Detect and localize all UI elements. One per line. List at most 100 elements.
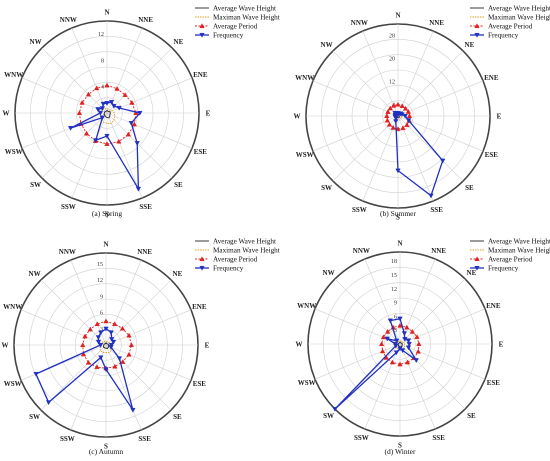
point-average-period-nne (112, 321, 118, 327)
radial-tick-label: 12 (391, 287, 397, 293)
point-average-period-wnw (82, 333, 88, 339)
direction-label-sse: SSE (432, 434, 445, 442)
series-average-period (76, 82, 139, 146)
point-frequency-e (402, 113, 408, 119)
point-frequency-s (395, 168, 401, 174)
direction-label-sse: SSE (138, 435, 151, 443)
direction-label-ene: ENE (486, 302, 501, 310)
point-average-period-sw (83, 130, 90, 136)
point-average-period-wsw (379, 348, 386, 354)
direction-label-ssw: SSW (60, 435, 75, 443)
legend-label-average-period: Average Period (213, 23, 258, 31)
spoke-ene (399, 308, 486, 345)
point-frequency-s (103, 367, 109, 373)
spoke-sse (105, 344, 142, 431)
series-frequency (67, 100, 143, 192)
direction-label-ese: ESE (194, 148, 208, 156)
direction-label-n: N (103, 241, 108, 249)
legend-label-average-period: Average Period (488, 256, 533, 264)
point-average-period-n (395, 101, 401, 107)
point-average-period-w (80, 342, 86, 348)
direction-label-ne: NE (173, 270, 183, 278)
legend-label-frequency: Frequency (213, 265, 244, 273)
point-average-period-n (397, 322, 403, 328)
spoke-sse (397, 115, 434, 202)
radial-tick-label: 28 (389, 34, 395, 40)
direction-label-s: S (398, 442, 402, 450)
direction-label-wnw: WNW (4, 71, 23, 79)
legend-marker-average-period (199, 23, 205, 29)
series-average-wave-height (103, 342, 110, 350)
direction-label-nne: NNE (138, 16, 153, 24)
direction-label-ene: ENE (192, 303, 207, 311)
spoke-nw (332, 50, 399, 117)
point-frequency-ese (108, 345, 114, 350)
direction-label-n: N (397, 240, 402, 248)
direction-label-nnw: NNW (60, 16, 77, 24)
point-frequency-ne (402, 337, 408, 342)
legend-marker-frequency (474, 32, 480, 38)
point-frequency-nne (401, 331, 408, 337)
point-average-period-s (395, 126, 401, 131)
series-average-period (378, 322, 422, 367)
point-average-period-nw (85, 91, 92, 97)
radial-tick-label: 9 (100, 294, 103, 300)
direction-label-ne: NE (467, 269, 477, 277)
direction-label-sw: SW (321, 184, 332, 192)
point-average-period-nne (114, 86, 120, 91)
radial-tick-label: 12 (389, 80, 395, 86)
point-frequency-ssw (98, 355, 104, 361)
point-frequency-nnw (100, 101, 106, 107)
legend-label-frequency: Frequency (488, 265, 519, 273)
legend-marker-frequency (199, 265, 205, 271)
radial-tick-label: 18 (391, 259, 397, 265)
legend-label-frequency: Frequency (213, 32, 244, 40)
point-average-period-wnw (385, 109, 391, 114)
spoke-wnw (21, 77, 108, 114)
legend-marker-average-period (199, 256, 205, 262)
spoke-ne (106, 47, 173, 114)
point-average-period-nne (399, 103, 405, 108)
point-average-period-nnw (94, 321, 100, 327)
point-average-period-nw (385, 328, 391, 334)
series-average-wave-height (103, 109, 111, 119)
direction-label-nw: NW (29, 270, 41, 278)
legend-label-average-wave-height: Average Wave Height (213, 238, 276, 246)
spoke-ne (105, 279, 172, 346)
direction-label-nne: NNE (137, 248, 152, 256)
point-frequency-ne (111, 103, 117, 109)
direction-label-s: S (105, 211, 109, 219)
spoke-ssw (364, 343, 401, 430)
point-average-period-ne (119, 325, 126, 331)
point-frequency-se (116, 356, 123, 362)
series-frequency (392, 110, 446, 199)
spoke-nnw (362, 30, 399, 117)
point-frequency-se (413, 358, 419, 363)
point-average-period-n (104, 82, 110, 88)
point-average-period-ene (129, 99, 135, 105)
spoke-ne (397, 50, 464, 117)
direction-label-ese: ESE (487, 379, 501, 387)
series-line-average-period (381, 325, 420, 365)
point-average-period-ne (409, 328, 415, 334)
direction-label-w: W (294, 113, 301, 121)
point-average-period-ene (414, 334, 420, 339)
point-frequency-ssw (93, 138, 99, 144)
point-frequency-w (392, 341, 399, 347)
point-frequency-nw (394, 338, 400, 344)
point-frequency-sw (45, 400, 52, 406)
point-frequency-nnw (98, 330, 104, 336)
legend-marker-frequency (199, 32, 205, 38)
point-average-period-ene (405, 108, 411, 114)
point-average-period-nnw (391, 102, 397, 108)
direction-label-ese: ESE (485, 151, 499, 159)
series-average-period (384, 101, 413, 131)
spoke-ese (105, 344, 192, 381)
legend-label-maximan-wave-height: Maximan Wave Height (213, 14, 280, 22)
radial-tick-label: 15 (391, 273, 397, 279)
series-maximan-wave-height (395, 340, 406, 351)
point-frequency-n (103, 326, 109, 332)
radial-tick-label: 4 (101, 85, 104, 91)
direction-label-sw: SW (30, 181, 41, 189)
